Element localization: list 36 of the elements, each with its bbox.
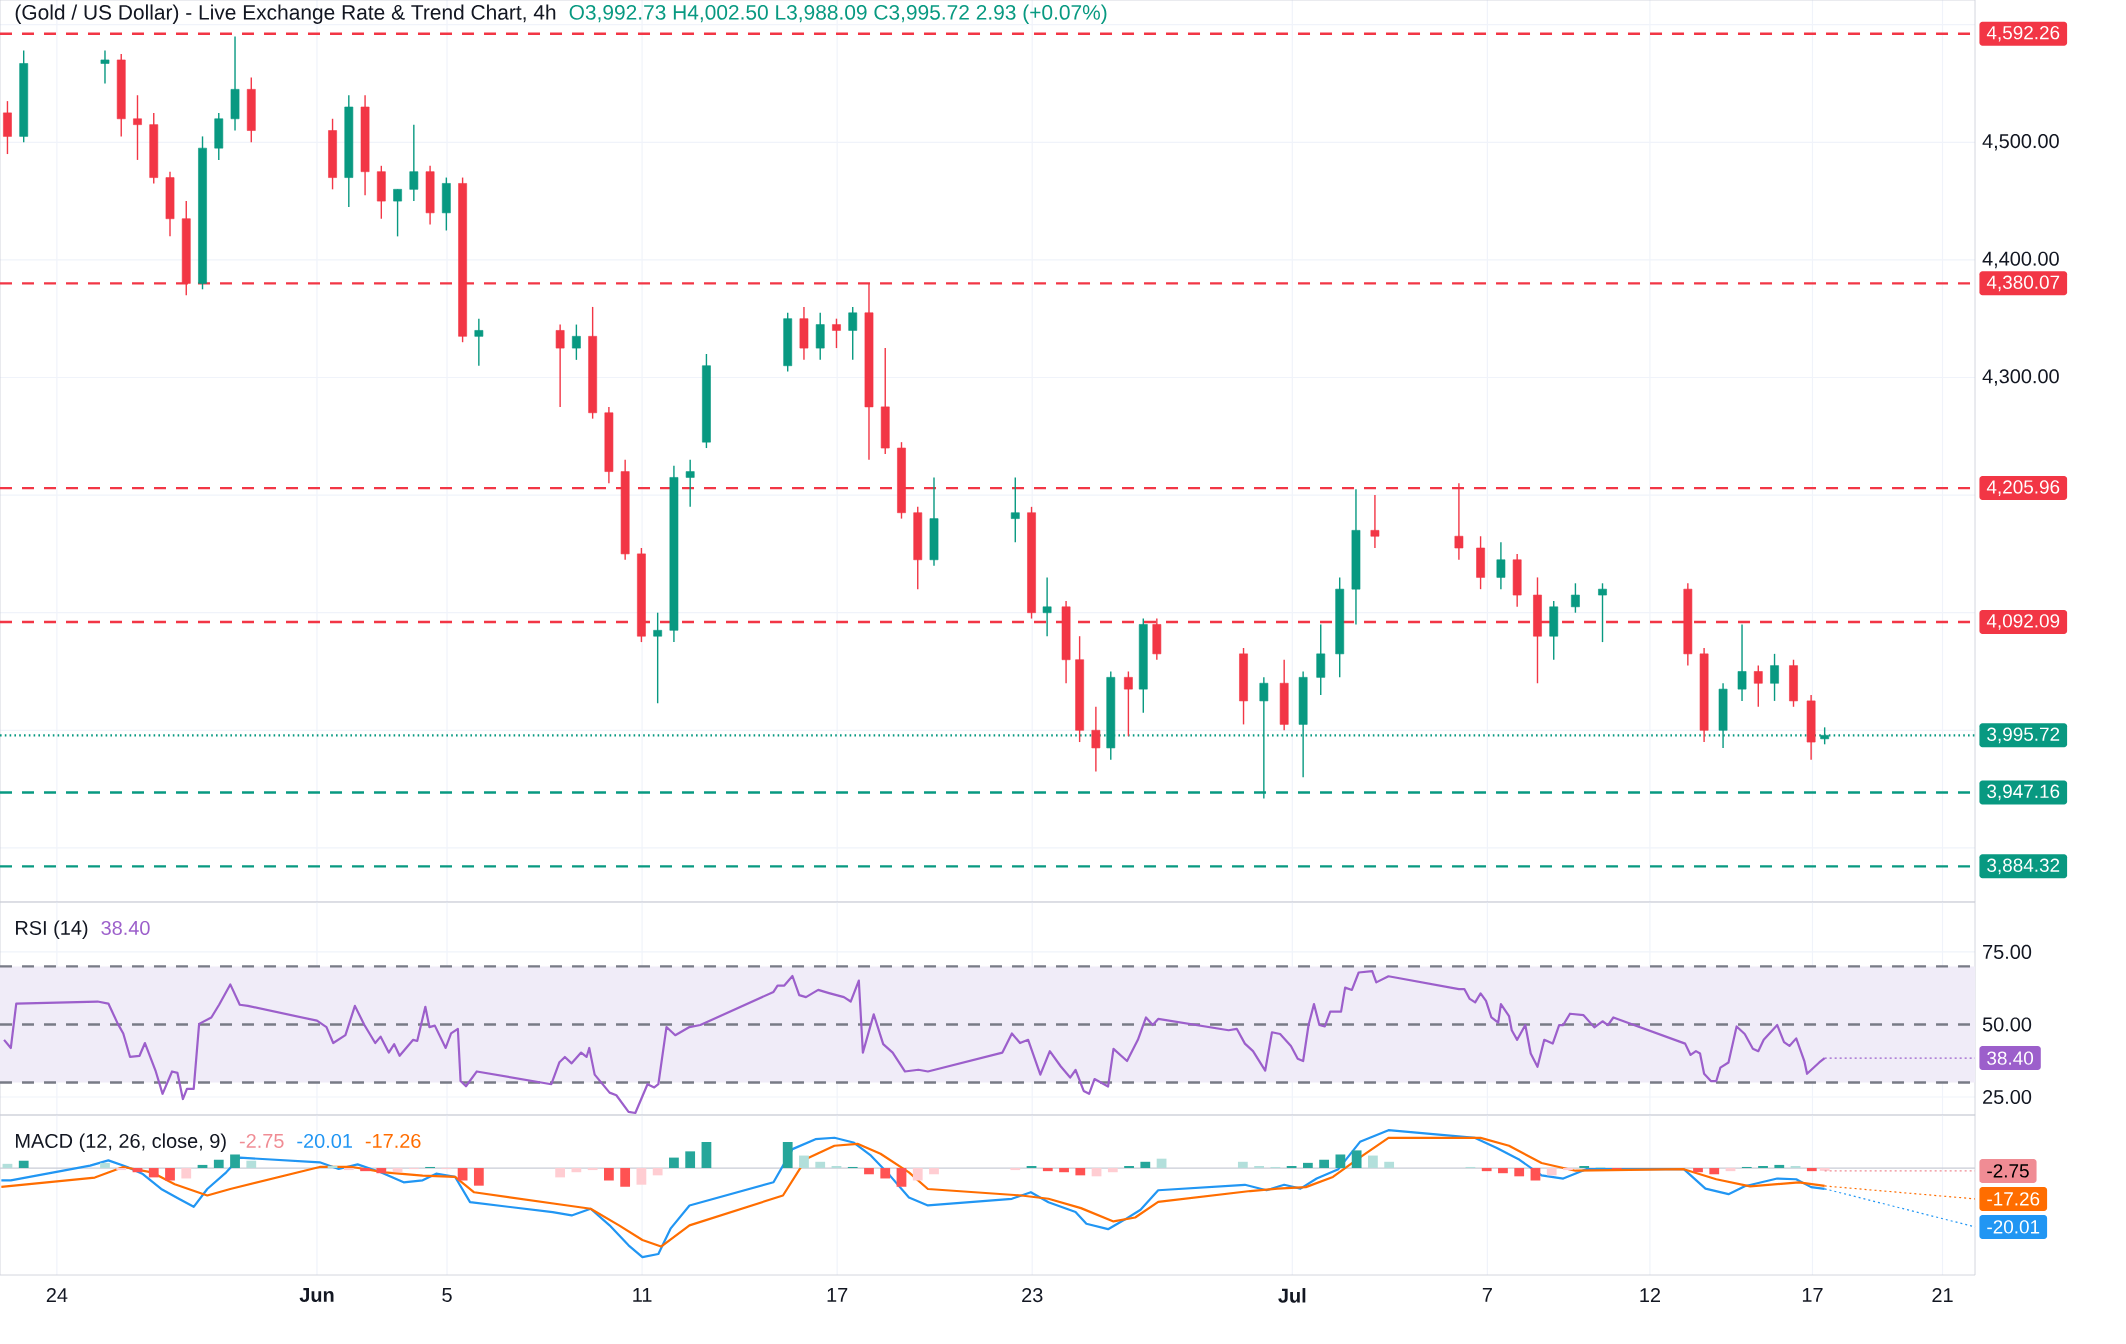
ref-line-label: 3,995.72 [1987, 727, 2060, 744]
chart-title: (Gold / US Dollar) - Live Exchange Rate & Trend Chart, 4h [15, 4, 556, 24]
x-tick-label: 12 [1640, 1288, 1661, 1302]
x-tick-label: Jun [299, 1288, 334, 1302]
ref-line-label: 4,380.07 [1986, 275, 2060, 292]
ref-line-label: 3,947.16 [1987, 784, 2060, 801]
chart-subtitle: O3,992.73 H4,002.50 L3,988.09 C3,995.72 2.93 (+0.07%) [569, 4, 1107, 24]
annotation: -20.01 [1987, 1220, 2040, 1234]
x-tick-label: 17 [1802, 1288, 1823, 1302]
y-tick-label: 4,500.00 [1982, 134, 2059, 151]
ref-line-label: 4,205.96 [1986, 480, 2060, 496]
y-tick-label: 4,400.00 [1982, 251, 2059, 269]
ref-line-label: 4,592.26 [1986, 25, 2060, 42]
chart-title: MACD (12, 26, close, 9) [16, 1133, 226, 1152]
annotation: -2.75 [239, 1133, 284, 1149]
ref-line-label: 4,092.09 [1986, 614, 2060, 630]
annotation: -20.01 [297, 1133, 352, 1149]
x-tick-label: 5 [442, 1288, 452, 1302]
annotation: -2.75 [1987, 1164, 2029, 1178]
x-tick-label: 7 [1482, 1288, 1492, 1302]
y-tick-label: 4,300.00 [1982, 369, 2059, 386]
annotation: 38.40 [101, 920, 150, 936]
x-tick-label: 17 [827, 1288, 848, 1302]
y-tick-label: 50.00 [1982, 1017, 2032, 1032]
x-tick-label: 11 [633, 1288, 652, 1302]
x-tick-label: Jul [1278, 1288, 1306, 1303]
annotation: 38.40 [1987, 1051, 2034, 1065]
annotation: -17.26 [365, 1133, 421, 1149]
annotation: -17.26 [1987, 1192, 2040, 1206]
x-tick-label: 24 [46, 1288, 68, 1302]
x-tick-label: 21 [1932, 1288, 1953, 1302]
ref-line-label: 3,884.32 [1987, 858, 2060, 875]
text: RSI (14) [16, 920, 88, 939]
x-tick-label: 23 [1022, 1288, 1043, 1303]
y-tick-label: 75.00 [1983, 944, 2032, 959]
y-tick-label: 25.00 [1983, 1089, 2032, 1105]
